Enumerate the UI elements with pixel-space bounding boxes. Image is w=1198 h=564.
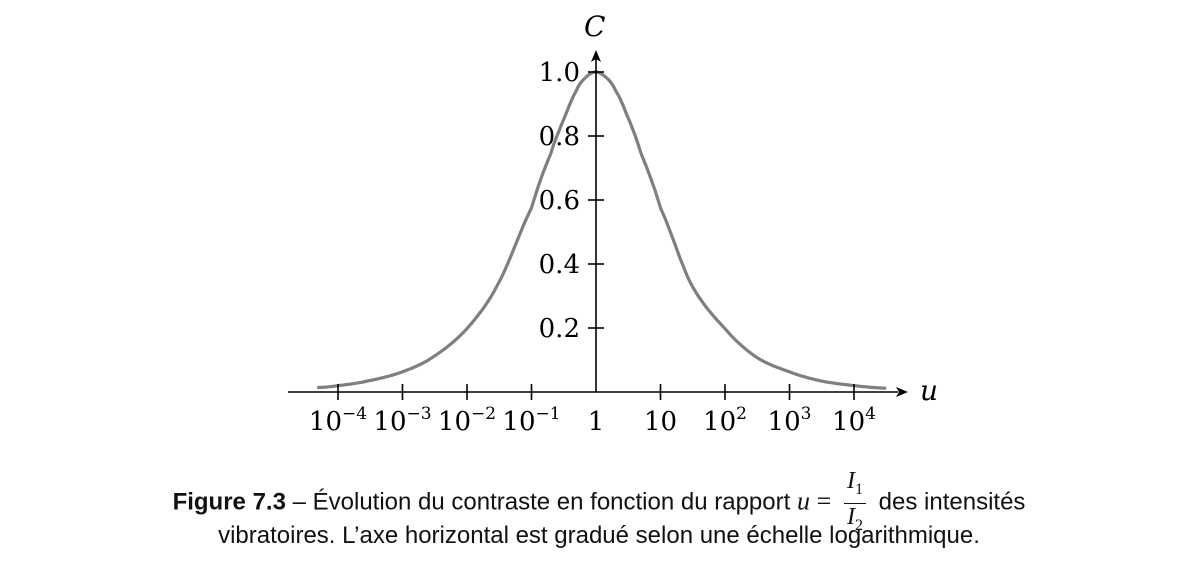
y-tick-label: 0.4	[539, 250, 580, 280]
x-tick-label: 102	[703, 404, 747, 437]
x-tick-label: 10−3	[373, 404, 431, 437]
y-tick-label: 0.2	[539, 314, 580, 344]
contrast-curve	[317, 70, 887, 390]
fraction-denominator: I2	[846, 503, 863, 534]
x-tick-label: 10	[644, 407, 677, 437]
y-tick-label: 0.6	[539, 186, 580, 216]
caption-variable: u	[796, 486, 810, 516]
x-tick-label: 10−2	[438, 404, 496, 437]
y-tick-label: 0.8	[539, 122, 580, 152]
caption-text-after: des intensités	[878, 488, 1026, 516]
caption-dash: –	[292, 488, 306, 516]
contrast-chart: u C 10−4 10−3 10−2 10−1 1 10 102 103 104 0.2 0.4 0.6 0…	[288, 10, 938, 437]
caption-equals: =	[816, 486, 832, 516]
caption-text-before: Évolution du contraste en fonction du ra…	[312, 488, 791, 516]
x-axis-label: u	[920, 374, 938, 407]
y-axis-label: C	[584, 10, 605, 43]
x-tick-label: 10−4	[309, 404, 367, 437]
figure-caption-line2: vibratoires. L’axe horizontal est gradué…	[218, 522, 980, 549]
fraction-numerator: I1	[843, 469, 866, 504]
figure-number: Figure 7.3	[172, 488, 286, 516]
intensity-ratio-fraction: I1 I2	[843, 469, 866, 537]
y-tick-label: 1.0	[539, 58, 580, 88]
figure-caption-line1: Figure 7.3 – Évolution du contraste en f…	[0, 469, 1198, 534]
y-axis-arrow	[591, 50, 601, 62]
x-axis-arrow	[896, 387, 908, 397]
x-tick-label: 104	[832, 404, 876, 437]
x-tick-label: 1	[588, 407, 605, 437]
x-tick-label: 103	[768, 404, 812, 437]
x-tick-label: 10−1	[502, 404, 560, 437]
